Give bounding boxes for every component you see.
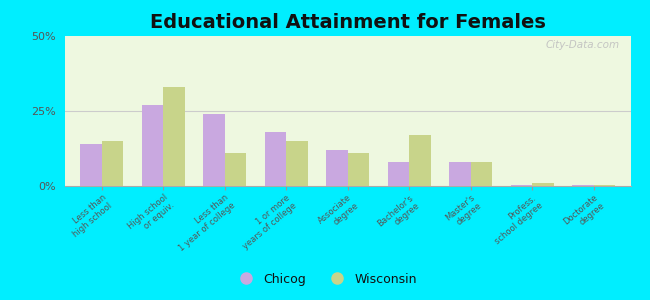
Bar [572, 185, 593, 186]
Text: City-Data.com: City-Data.com [545, 40, 619, 50]
Bar [142, 105, 163, 186]
Legend: Chicog, Wisconsin: Chicog, Wisconsin [228, 268, 422, 291]
Bar [203, 114, 225, 186]
Bar [449, 162, 471, 186]
Bar [265, 132, 286, 186]
Bar [225, 153, 246, 186]
Bar [286, 141, 308, 186]
Bar [593, 184, 615, 186]
Bar [387, 162, 410, 186]
Bar [102, 141, 124, 186]
Bar [81, 144, 102, 186]
Bar [532, 183, 554, 186]
Title: Educational Attainment for Females: Educational Attainment for Females [150, 13, 546, 32]
Bar [511, 185, 532, 186]
Bar [348, 153, 369, 186]
Bar [410, 135, 431, 186]
Bar [163, 87, 185, 186]
Bar [326, 150, 348, 186]
Bar [471, 162, 492, 186]
